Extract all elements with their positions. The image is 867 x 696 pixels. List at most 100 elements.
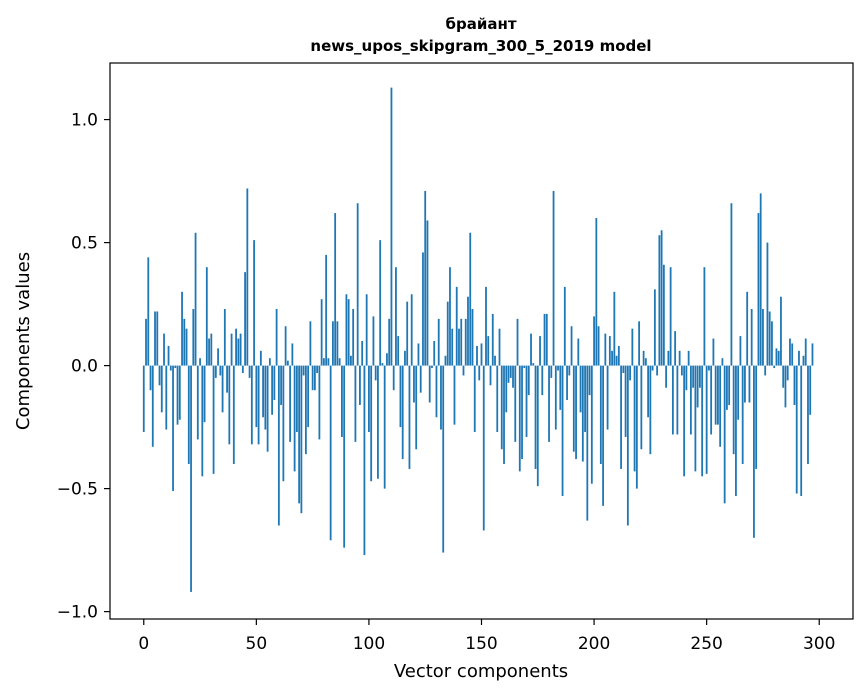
bar [620,365,622,469]
bar [629,365,631,381]
bar [347,299,350,366]
bar [379,240,382,366]
bar [744,365,746,403]
bar [199,358,201,366]
bar [694,365,697,472]
bar [462,365,465,376]
bar [257,365,260,445]
bar [230,333,233,366]
bar [572,365,575,452]
bar [187,365,190,465]
bar [626,365,629,526]
bar [395,267,397,366]
bar [399,365,402,428]
bar [163,333,165,366]
bar [262,365,264,418]
bar [219,365,222,376]
bar [647,365,650,418]
bar [185,328,188,366]
bar [374,365,377,381]
bar [417,343,420,366]
bar [228,365,231,445]
bar [732,365,735,455]
bar [739,336,742,366]
bar [676,365,679,435]
bar [232,365,235,465]
bar [194,232,197,366]
bar [241,365,244,373]
bar [390,87,393,366]
bar [746,291,749,366]
bar [383,365,386,489]
bar [363,365,366,556]
bar [223,309,226,366]
bar [160,365,163,413]
bar [494,355,496,366]
bar [730,203,733,366]
bar [460,318,463,366]
bar [415,365,418,450]
bar [322,358,325,366]
bar [505,365,508,413]
bar [791,343,794,366]
bar [437,318,440,366]
bar [381,363,384,366]
bar [318,365,321,440]
bar [602,365,604,506]
bar [320,299,323,366]
x-axis: 0 50 100 150 200 250 300 [138,619,835,654]
bar [658,235,661,366]
bar [433,341,436,366]
bar [167,345,170,366]
bar [575,365,577,460]
bar [804,338,807,366]
bar [721,358,724,366]
bar [255,365,258,428]
bar [442,365,445,553]
bar [593,316,595,366]
bar [343,365,346,548]
bar [440,365,442,430]
bar [599,365,602,465]
bar [325,254,328,366]
bar [800,365,803,496]
bar [217,348,219,366]
bar [273,365,276,401]
bar [597,326,600,366]
bar [158,365,161,386]
bar [356,203,359,366]
bar [570,326,573,366]
bar [201,365,204,477]
bar [469,232,472,366]
bar [478,365,481,381]
y-tick-label: 0.5 [71,234,98,254]
bar [579,365,582,413]
bar [413,365,415,403]
bar [277,365,280,526]
bar [789,338,791,366]
bar [811,343,814,366]
bar [775,348,778,366]
bar [341,365,343,437]
bar [545,313,548,366]
bar [284,326,287,366]
bar [174,365,177,369]
x-tick-label: 300 [803,634,835,654]
bar [671,365,674,435]
bar [190,365,192,592]
bar [536,365,539,487]
bar [617,345,620,366]
bar [615,355,618,366]
y-tick-label: 1.0 [71,111,98,131]
bar [604,333,607,366]
bar [428,365,431,403]
bar [622,365,625,373]
bar [541,365,544,396]
bar [525,365,528,437]
bar [289,365,292,442]
bar [237,338,240,366]
bar [365,294,368,366]
bar [512,365,514,388]
bar [293,365,296,472]
bar [444,355,447,366]
